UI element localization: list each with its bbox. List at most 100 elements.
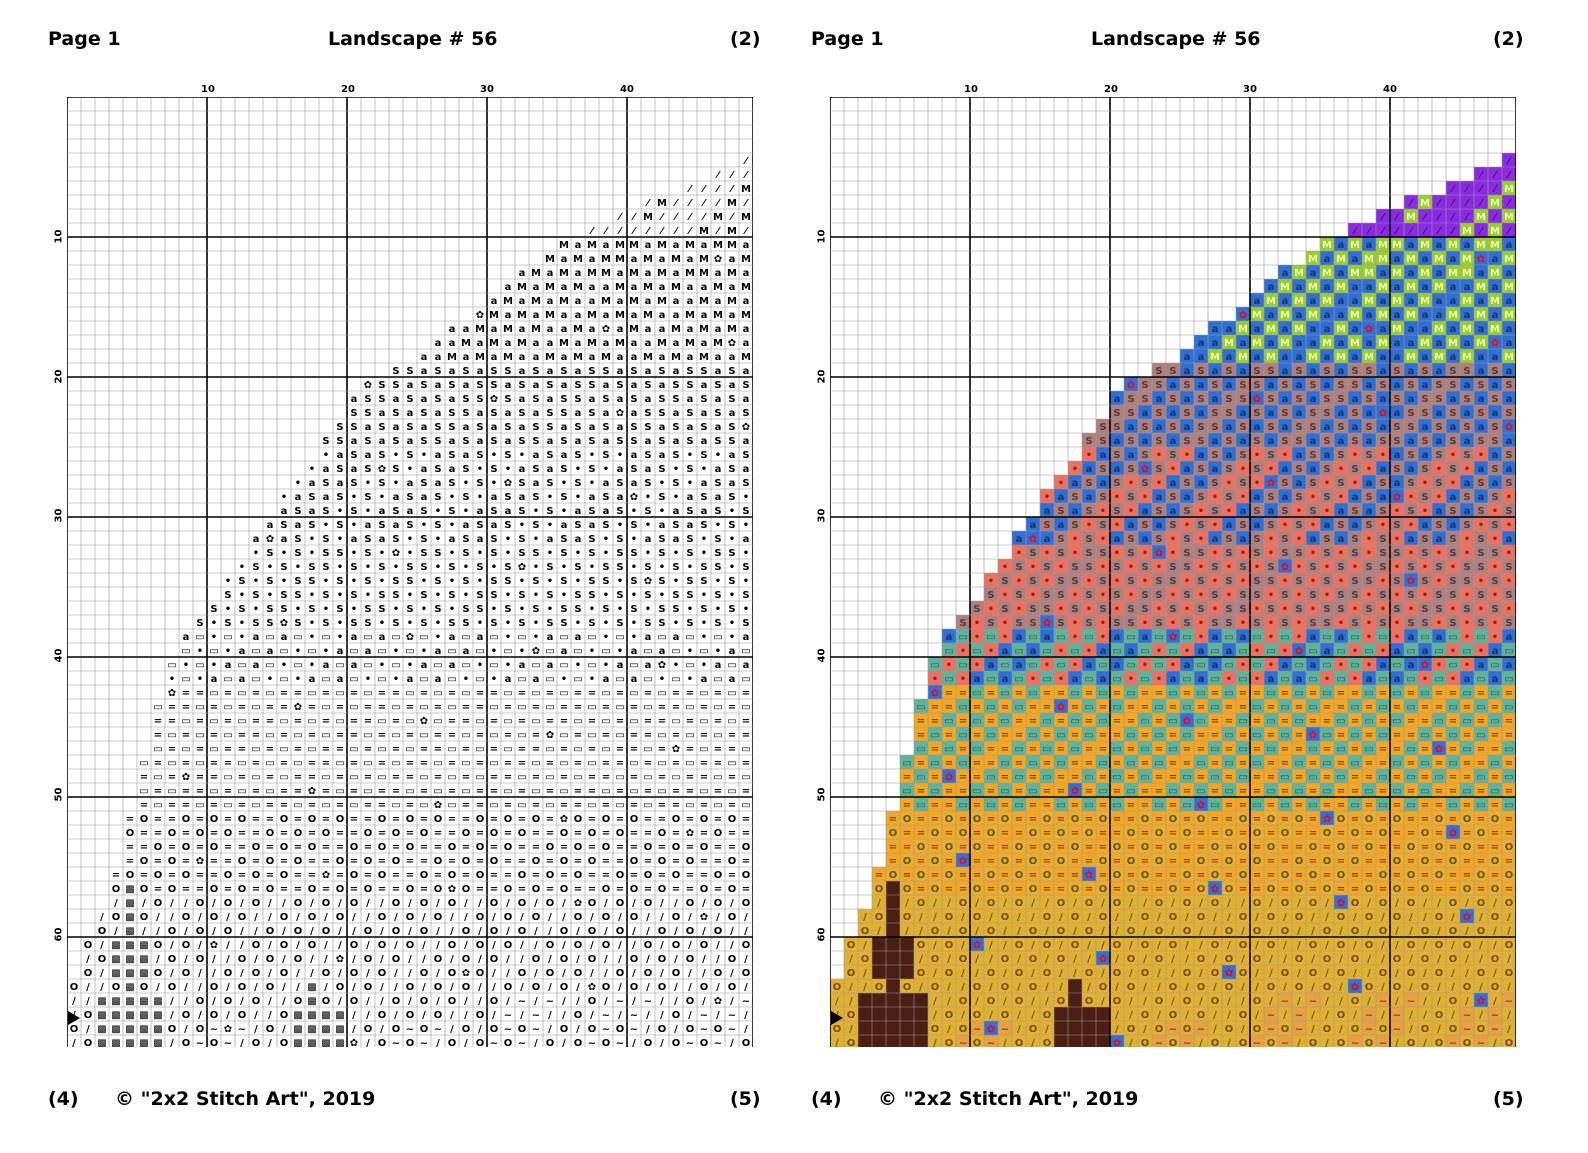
stitch-symbol: =: [1099, 702, 1107, 713]
stitch-symbol: O: [518, 828, 527, 839]
stitch-symbol: ⁄: [1492, 184, 1498, 195]
stitch-symbol: a: [575, 240, 582, 251]
stitch-symbol: =: [434, 842, 442, 853]
stitch-symbol: •: [379, 576, 385, 587]
stitch-symbol: a: [519, 394, 526, 405]
stitch-symbol: /: [394, 982, 398, 993]
stitch-symbol: O: [658, 954, 667, 965]
stitch-symbol: O: [504, 912, 513, 923]
stitch-symbol: ▭: [363, 688, 372, 699]
stitch-symbol: =: [1323, 716, 1331, 727]
stitch-symbol: O: [546, 968, 555, 979]
stitch-symbol: •: [673, 660, 679, 671]
stitch-symbol: =: [945, 702, 953, 713]
stitch-symbol: •: [323, 604, 329, 615]
stitch-symbol: a: [1170, 436, 1177, 447]
stitch-symbol: =: [630, 842, 638, 853]
stitch-symbol: •: [281, 492, 287, 503]
stitch-symbol: a: [1212, 632, 1219, 643]
stitch-symbol: =: [476, 786, 484, 797]
stitch-symbol: a: [645, 338, 652, 349]
stitch-symbol: a: [323, 464, 330, 475]
stitch-symbol: M: [1434, 324, 1444, 335]
stitch-symbol: O: [616, 828, 625, 839]
stitch-symbol: •: [589, 562, 595, 573]
stitch-symbol: a: [1408, 366, 1415, 377]
stitch-symbol: •: [715, 520, 721, 531]
stitch-symbol: M: [629, 268, 639, 279]
stitch-symbol: a: [421, 660, 428, 671]
stitch-symbol: •: [225, 646, 231, 657]
stitch-symbol: S: [1379, 590, 1386, 601]
stitch-symbol: S: [1113, 408, 1120, 419]
stitch-symbol: a: [617, 422, 624, 433]
stitch-cell: [1348, 349, 1362, 363]
stitch-symbol: =: [434, 772, 442, 783]
stitch-symbol: O: [364, 884, 373, 895]
stitch-symbol: •: [1058, 646, 1064, 657]
stitch-symbol: /: [380, 926, 384, 937]
stitch-symbol: =: [1309, 758, 1317, 769]
stitch-symbol: ▭: [1014, 674, 1023, 685]
stitch-symbol: S: [700, 520, 707, 531]
stitch-symbol: M: [1280, 310, 1290, 321]
stitch-symbol: =: [1127, 772, 1135, 783]
stitch-symbol: M: [545, 282, 555, 293]
stitch-symbol: M: [489, 310, 499, 321]
stitch-symbol: O: [364, 926, 373, 937]
stitch-symbol: =: [672, 800, 680, 811]
stitch-symbol: =: [1365, 730, 1373, 741]
stitch-cell: [1474, 307, 1488, 321]
stitch-symbol: O: [238, 1010, 247, 1021]
stitch-symbol: ✿: [1155, 548, 1163, 559]
stitch-symbol: =: [1365, 758, 1373, 769]
stitch-symbol: /: [464, 940, 468, 951]
stitch-symbol: =: [1393, 702, 1401, 713]
stitch-symbol: =: [154, 814, 162, 825]
stitch-symbol: S: [658, 394, 665, 405]
stitch-symbol: =: [518, 786, 526, 797]
stitch-symbol: ▩: [125, 940, 134, 951]
stitch-symbol: =: [1295, 730, 1303, 741]
stitch-symbol: •: [743, 520, 749, 531]
stitch-symbol: S: [1253, 366, 1260, 377]
stitch-symbol: S: [1197, 492, 1204, 503]
stitch-cell: [1446, 195, 1460, 209]
stitch-symbol: S: [1211, 450, 1218, 461]
stitch-symbol: M: [1210, 352, 1220, 363]
stitch-symbol: ⁄: [1506, 170, 1512, 181]
stitch-symbol: =: [700, 856, 708, 867]
stitch-symbol: S: [1057, 548, 1064, 559]
stitch-symbol: •: [617, 604, 623, 615]
stitch-symbol: ⁄: [1464, 184, 1470, 195]
stitch-symbol: •: [421, 520, 427, 531]
stitch-symbol: M: [1280, 338, 1290, 349]
stitch-symbol: O: [224, 828, 233, 839]
stitch-symbol: M: [1322, 338, 1332, 349]
stitch-symbol: O: [336, 814, 345, 825]
stitch-symbol: •: [1198, 632, 1204, 643]
stitch-symbol: =: [350, 758, 358, 769]
stitch-symbol: O: [322, 926, 331, 937]
stitch-symbol: a: [1310, 338, 1317, 349]
stitch-symbol: ✿: [434, 800, 442, 811]
stitch-symbol: =: [1225, 716, 1233, 727]
stitch-symbol: /: [632, 898, 636, 909]
stitch-symbol: ✿: [392, 548, 400, 559]
stitch-symbol: ▭: [972, 716, 981, 727]
stitch-symbol: a: [1492, 646, 1499, 657]
stitch-symbol: O: [448, 968, 457, 979]
stitch-symbol: =: [210, 730, 218, 741]
stitch-symbol: •: [1212, 576, 1218, 587]
stitch-symbol: S: [462, 534, 469, 545]
stitch-symbol: ▭: [685, 632, 694, 643]
stitch-symbol: /: [506, 996, 510, 1007]
stitch-symbol: O: [434, 912, 443, 923]
stitch-symbol: /: [702, 996, 706, 1007]
stitch-symbol: S: [280, 562, 287, 573]
stitch-symbol: =: [1043, 758, 1051, 769]
stitch-cell: [1278, 265, 1292, 279]
stitch-cell: [1432, 265, 1446, 279]
stitch-symbol: O: [728, 884, 737, 895]
stitch-symbol: ▭: [1098, 758, 1107, 769]
